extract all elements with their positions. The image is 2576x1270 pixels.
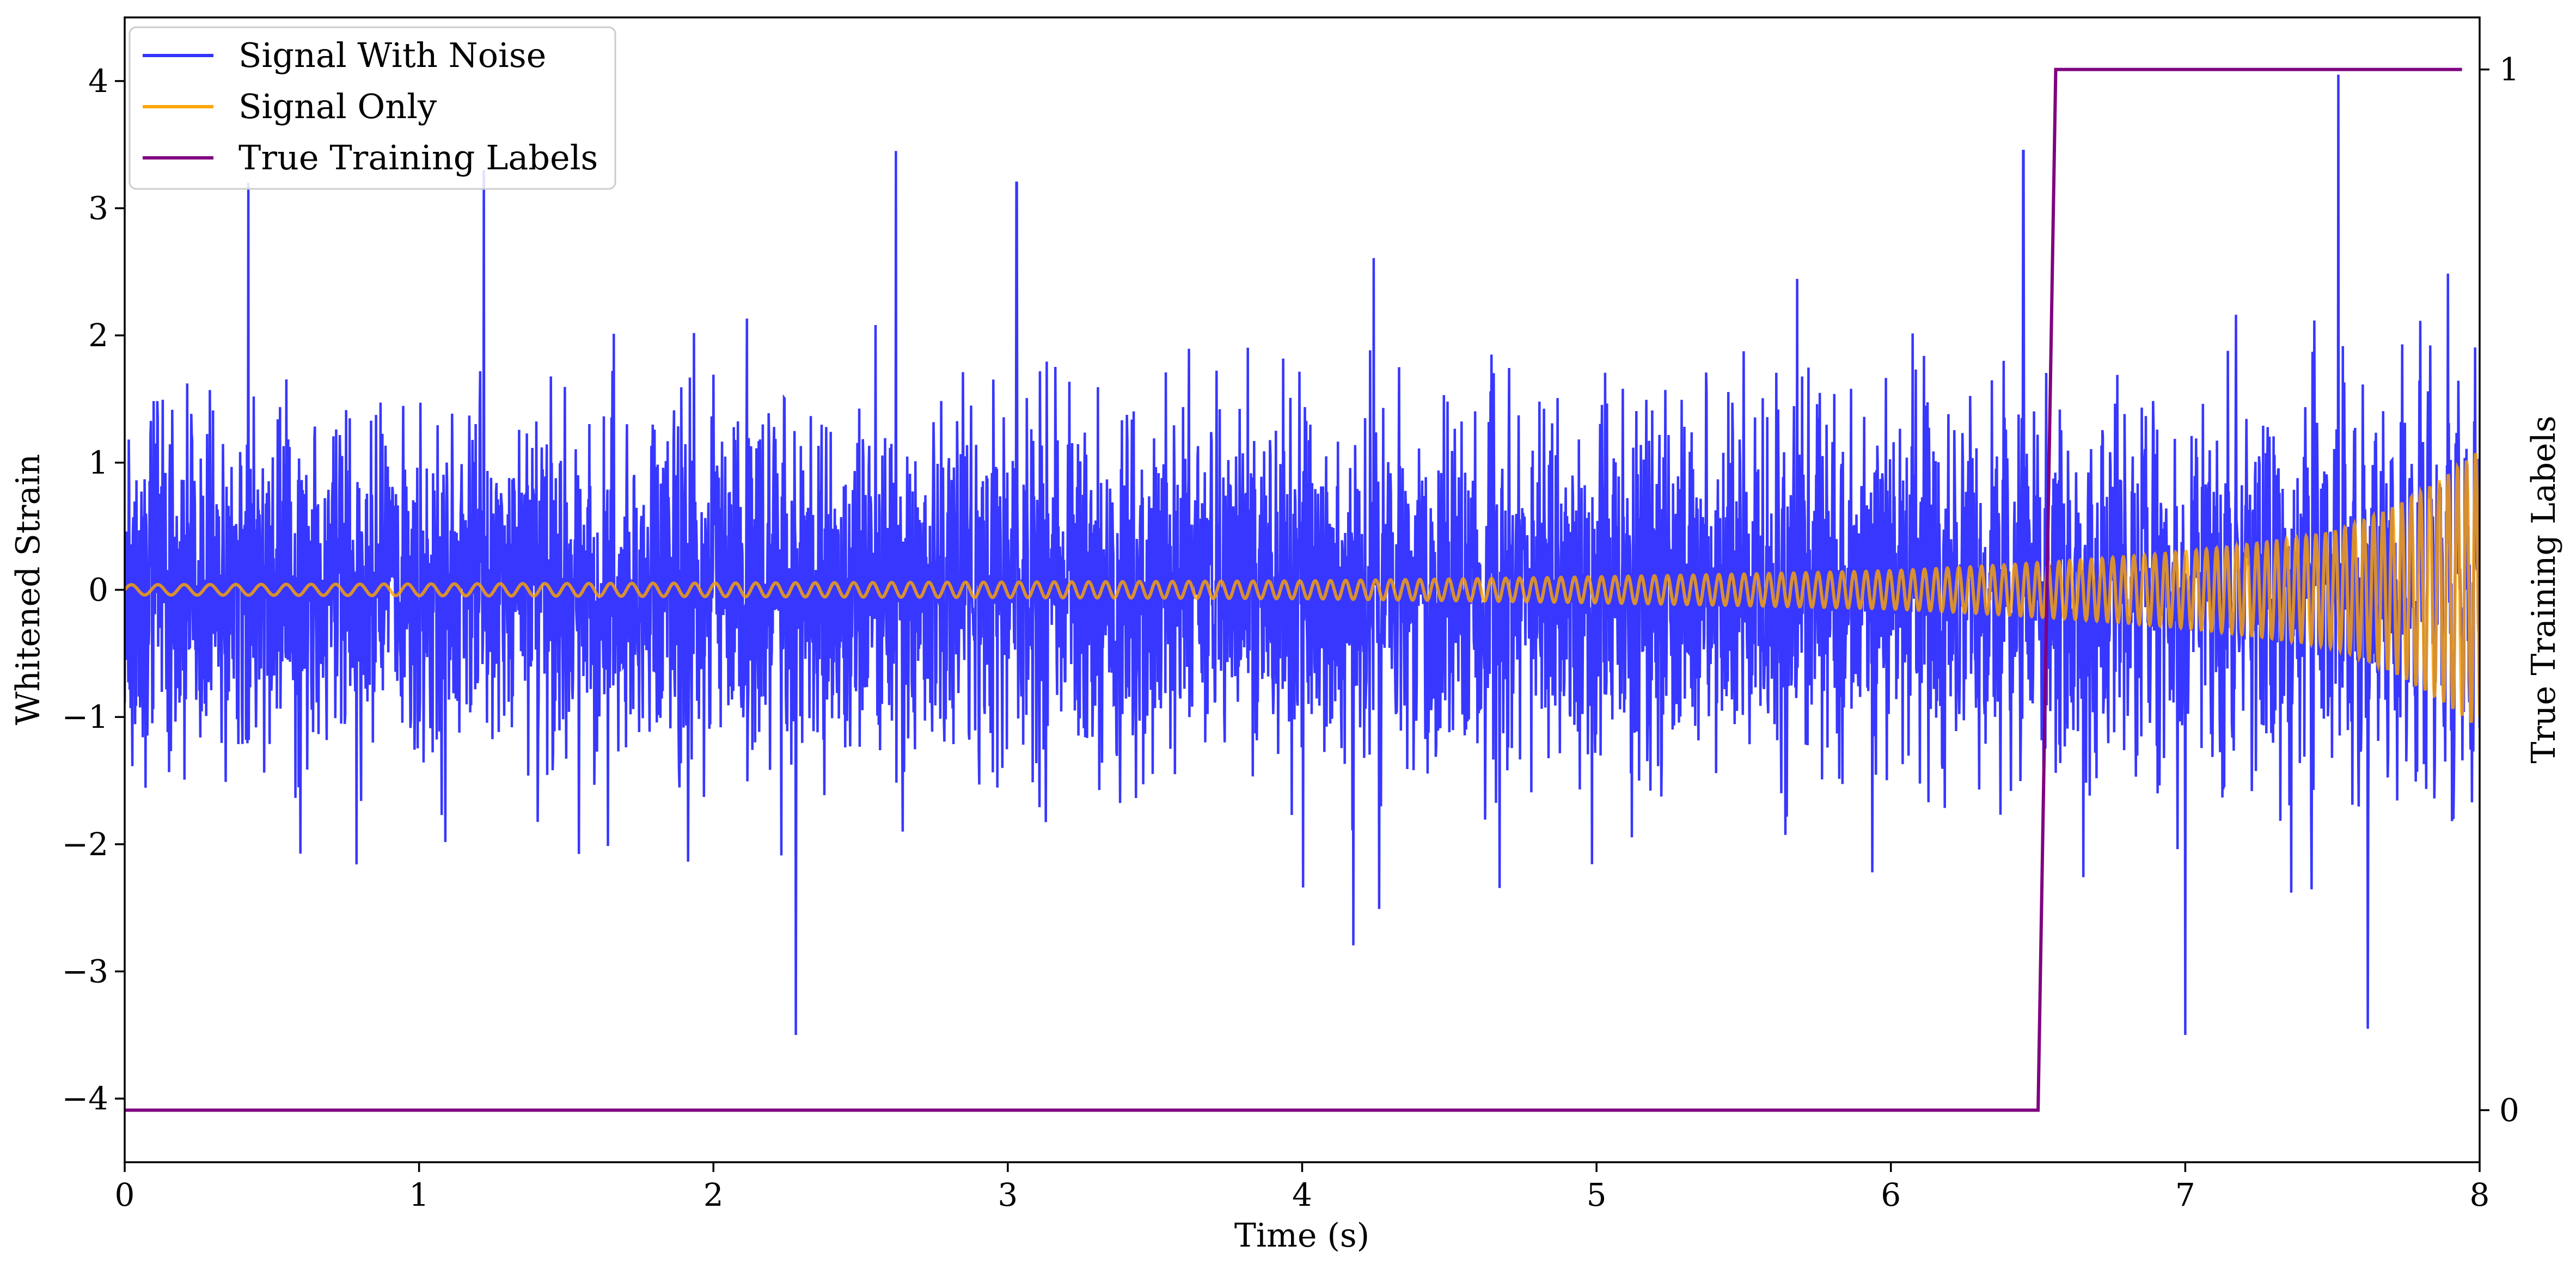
- legend-box: [129, 26, 616, 190]
- y-axis-label: Whitened Strain: [9, 454, 47, 725]
- x-tick-label: 4: [1292, 1176, 1312, 1213]
- x-tick-label: 8: [2470, 1176, 2490, 1213]
- signal-only-line: [125, 453, 2480, 723]
- y2-tick-label: 1: [2499, 51, 2519, 88]
- x-tick-label: 0: [115, 1176, 135, 1213]
- y-tick-label: 2: [88, 317, 108, 354]
- y-tick-label: −1: [62, 698, 109, 735]
- x-tick-label: 3: [998, 1176, 1018, 1213]
- x-tick-label: 1: [409, 1176, 429, 1213]
- y-tick-label: 3: [88, 190, 108, 227]
- legend-label-true-training-labels: True Training Labels: [238, 138, 598, 177]
- legend: Signal With Noise Signal Only True Train…: [129, 26, 616, 190]
- y-tick-label: −4: [62, 1080, 109, 1117]
- x-axis: 0 1 2 3 4 5 6 7 8: [115, 1162, 2490, 1213]
- y-tick-label: 4: [88, 63, 108, 100]
- y-tick-label: −3: [62, 953, 109, 990]
- y2-tick-label: 0: [2499, 1091, 2519, 1128]
- plot-area: [125, 68, 2480, 1112]
- y2-axis-label: True Training Labels: [2525, 415, 2563, 763]
- legend-label-signal-with-noise: Signal With Noise: [238, 35, 546, 75]
- x-tick-label: 2: [703, 1176, 724, 1213]
- x-tick-label: 7: [2175, 1176, 2195, 1213]
- x-tick-label: 6: [1881, 1176, 1901, 1213]
- x-axis-label: Time (s): [1234, 1217, 1369, 1255]
- y-axis-right: 01: [2480, 51, 2519, 1128]
- legend-label-signal-only: Signal Only: [238, 87, 437, 126]
- signal-with-noise-line: [125, 75, 2480, 1035]
- y-tick-label: −2: [62, 826, 109, 863]
- x-tick-label: 5: [1587, 1176, 1607, 1213]
- y-tick-label: 0: [88, 572, 108, 609]
- y-axis-left: −4 −3 −2 −1 0 1 2 3 4: [62, 63, 125, 1117]
- true-training-labels-line: [125, 68, 2462, 1112]
- y-tick-label: 1: [88, 444, 108, 481]
